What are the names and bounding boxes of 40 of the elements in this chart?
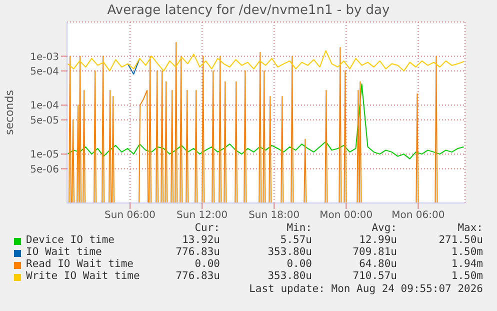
y-tick-label: 5e-06 xyxy=(30,164,59,176)
text: Last update: Mon Aug 24 09:55:07 2026 xyxy=(249,283,483,295)
legend-label: IO Wait time xyxy=(26,246,102,258)
text: Min: xyxy=(286,222,312,234)
y-tick-label: 1e-05 xyxy=(30,150,59,161)
line-series xyxy=(67,84,464,160)
text: Cur: xyxy=(194,222,220,234)
text: 1.50m xyxy=(451,246,483,258)
text: 1.94m xyxy=(451,258,483,270)
text: 1.50m xyxy=(451,270,483,282)
y-tick-label: 1e-03 xyxy=(30,52,59,63)
y-tick-label: 5e-05 xyxy=(30,115,59,126)
text: 12.99u xyxy=(359,234,397,246)
x-tick-label: Sun 12:00 xyxy=(176,210,228,222)
text: 353.80u xyxy=(268,270,312,282)
legend-label: Read IO Wait time xyxy=(26,258,134,270)
text: 64.80u xyxy=(359,258,397,270)
text: 0.00 xyxy=(286,258,312,270)
x-tick-label: Mon 00:00 xyxy=(320,210,373,222)
text: 0.00 xyxy=(194,258,220,270)
chart-title: Average latency for /dev/nvme1n1 - by day xyxy=(106,3,391,18)
text: Avg: xyxy=(372,222,397,234)
y-tick-label: 5e-04 xyxy=(30,66,59,78)
text: 5.57u xyxy=(280,234,312,246)
text: 709.81u xyxy=(352,246,397,258)
legend-label: Write IO Wait time xyxy=(26,270,140,282)
line-series xyxy=(67,50,464,72)
x-tick-label: Mon 06:00 xyxy=(392,210,445,222)
text: 271.50u xyxy=(438,234,483,246)
text: 13.92u xyxy=(182,234,220,246)
y-axis-title: seconds xyxy=(2,90,16,135)
text: Max: xyxy=(458,222,483,234)
text: 776.83u xyxy=(176,270,220,282)
y-tick-label: 1e-04 xyxy=(30,100,59,112)
x-tick-label: Sun 06:00 xyxy=(104,210,156,222)
x-tick-label: Sun 18:00 xyxy=(248,210,300,222)
text: 353.80u xyxy=(268,246,312,258)
legend-label: Device IO time xyxy=(26,234,115,246)
text: 710.57u xyxy=(352,270,397,282)
text: 776.83u xyxy=(176,246,220,258)
